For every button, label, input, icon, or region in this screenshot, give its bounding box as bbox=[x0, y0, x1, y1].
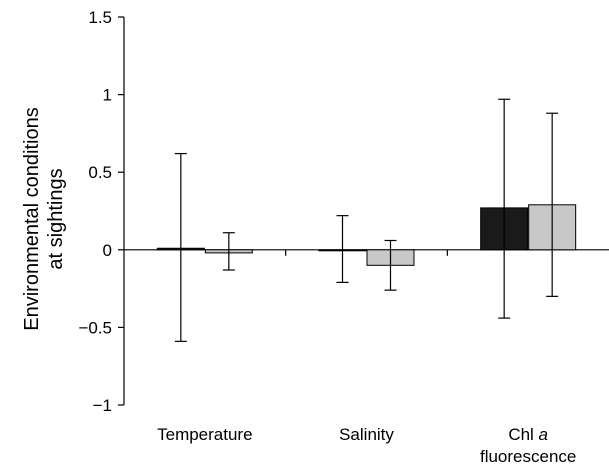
y-axis-label-line: at sightings bbox=[45, 168, 67, 269]
x-tick-label: Salinity bbox=[339, 425, 394, 444]
y-tick-label: −0.5 bbox=[78, 318, 112, 337]
bars bbox=[156, 204, 577, 266]
y-axis-label-line: Environmental conditions bbox=[21, 107, 43, 330]
y-tick-label: 0 bbox=[103, 241, 112, 260]
y-tick-label: 0.5 bbox=[88, 163, 112, 182]
y-axis-label: Environmental conditions at sightings bbox=[21, 107, 67, 330]
x-tick-label: Temperature bbox=[157, 425, 252, 444]
category-labels: Temperature Salinity Chl a fluorescence bbox=[157, 425, 576, 466]
x-tick-label: Chl a fluorescence bbox=[480, 425, 576, 466]
y-tick-label: 1 bbox=[103, 86, 112, 105]
error-bars bbox=[174, 98, 559, 342]
y-axis-label-text: Environmental conditions at sightings bbox=[21, 107, 67, 330]
y-tick-label: 1.5 bbox=[88, 8, 112, 27]
y-tick-label: −1 bbox=[93, 396, 112, 415]
